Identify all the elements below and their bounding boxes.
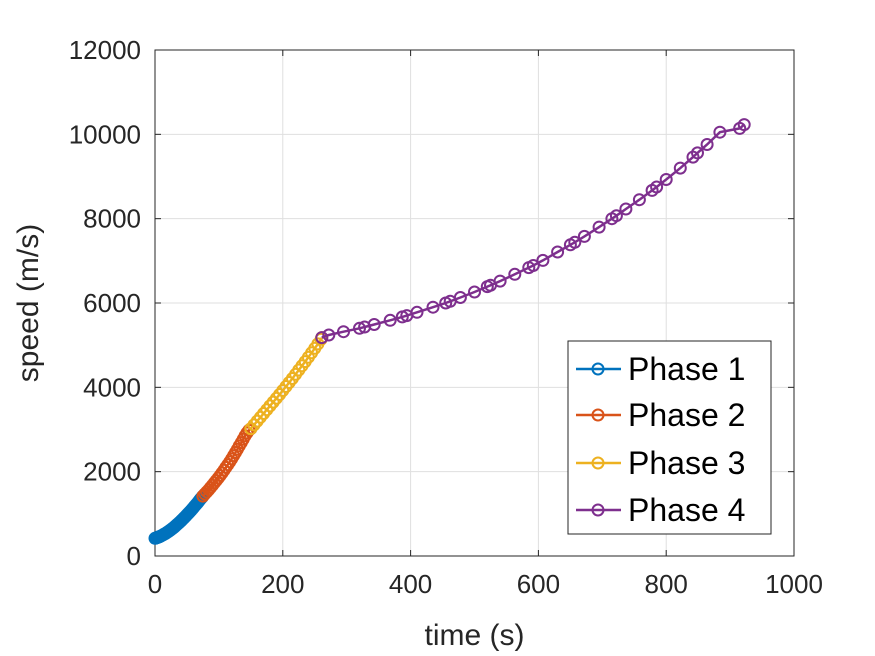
y-axis-label: speed (m/s) — [12, 224, 45, 382]
data-point — [650, 180, 664, 194]
data-point — [367, 318, 381, 331]
data-point — [410, 305, 424, 319]
y-tick-label: 6000 — [83, 288, 141, 318]
data-point — [493, 274, 507, 288]
data-point — [508, 267, 522, 281]
x-tick-label: 1000 — [765, 569, 823, 599]
legend-entry-1: Phase 1 — [576, 351, 745, 387]
data-point — [266, 395, 280, 409]
y-tick-label: 2000 — [83, 457, 141, 487]
data-point — [322, 328, 336, 342]
data-point — [568, 235, 582, 249]
legend-entry-4: Phase 4 — [576, 492, 745, 528]
legend-entry-3: Phase 3 — [576, 445, 745, 481]
data-point — [700, 138, 714, 151]
x-tick-label: 0 — [148, 569, 162, 599]
series-2 — [196, 422, 258, 503]
y-tick-label: 8000 — [83, 204, 141, 234]
data-point — [468, 285, 481, 299]
data-point — [577, 229, 591, 243]
legend-marker-sample — [591, 503, 605, 517]
x-axis-label: time (s) — [425, 619, 525, 652]
legend-label: Phase 4 — [628, 492, 745, 528]
data-point — [247, 418, 261, 432]
y-tick-label: 10000 — [69, 119, 141, 149]
legend-label: Phase 2 — [628, 397, 745, 433]
data-series — [148, 118, 751, 545]
data-point — [713, 125, 727, 139]
data-point — [253, 410, 267, 424]
data-point — [383, 313, 397, 327]
data-point — [592, 220, 606, 234]
data-point — [691, 146, 704, 160]
data-point — [250, 414, 264, 428]
y-tick-label: 4000 — [83, 372, 141, 402]
legend-label: Phase 3 — [628, 445, 745, 481]
data-point — [609, 209, 623, 223]
data-point — [269, 391, 283, 405]
legend-marker-sample — [591, 362, 605, 376]
data-point — [315, 331, 329, 345]
legend-entry-2: Phase 2 — [576, 397, 745, 433]
data-point — [263, 399, 277, 413]
legend-marker-sample — [591, 408, 605, 422]
x-tick-label: 800 — [645, 569, 688, 599]
x-tick-label: 600 — [517, 569, 560, 599]
series-4 — [315, 118, 751, 345]
data-point — [551, 245, 565, 259]
data-point — [453, 291, 467, 304]
legend-label: Phase 1 — [628, 351, 745, 387]
series-3 — [244, 331, 329, 436]
data-point — [260, 403, 274, 417]
ticks: 0 200 400 600 800 100002000400060008000100001… — [69, 35, 823, 599]
data-point — [526, 259, 540, 272]
data-point — [426, 300, 440, 314]
data-point — [257, 407, 271, 420]
y-tick-label: 12000 — [69, 35, 141, 65]
data-point — [244, 422, 258, 436]
x-tick-label: 400 — [389, 569, 432, 599]
data-point — [737, 118, 751, 132]
x-tick-label: 200 — [261, 569, 304, 599]
legend: Phase 1 Phase 2 Phase 3 Phase 4 — [567, 340, 772, 535]
legend-marker-sample — [591, 456, 605, 470]
y-tick-label: 0 — [127, 541, 141, 571]
data-point — [632, 193, 646, 207]
data-point — [659, 173, 673, 186]
data-point — [673, 161, 687, 175]
data-point — [536, 253, 550, 267]
data-point — [353, 321, 366, 335]
data-point — [619, 202, 633, 216]
data-point — [337, 325, 350, 339]
